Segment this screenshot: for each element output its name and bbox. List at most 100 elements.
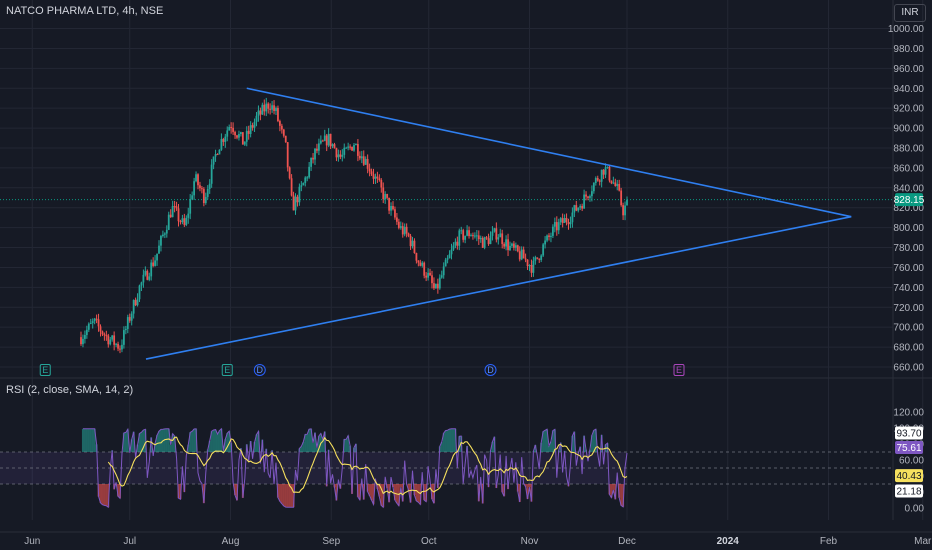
- candle-body: [210, 164, 213, 184]
- candle-body: [573, 205, 576, 213]
- candle-body: [585, 194, 587, 197]
- price-tick-label: 900.00: [893, 124, 924, 135]
- candle-body: [238, 134, 240, 138]
- candle-body: [302, 182, 305, 186]
- candle-body: [442, 266, 445, 276]
- candle-body: [446, 258, 449, 260]
- rsi-level-tag: 93.70: [896, 429, 921, 440]
- triangle-trendlines[interactable]: [145, 87, 852, 360]
- candle-body: [497, 237, 500, 240]
- rsi-tick-label: 0.00: [905, 504, 925, 515]
- rsi-ma-value-tag-bg: [895, 469, 923, 483]
- candle-body: [171, 206, 174, 218]
- candle-body: [540, 255, 543, 260]
- candle-body: [85, 329, 88, 336]
- candle-body: [462, 230, 465, 240]
- candle-body: [368, 168, 371, 172]
- candle-body: [552, 226, 554, 236]
- candle-body: [403, 226, 406, 235]
- candle-body: [503, 243, 506, 247]
- rsi-value-tag: 75.61: [896, 443, 921, 454]
- candle-body: [594, 178, 597, 184]
- price-tick-label: 760.00: [893, 263, 924, 274]
- candle-body: [144, 270, 147, 275]
- time-tick-label: Mar: [914, 536, 932, 547]
- candle-body: [126, 317, 129, 329]
- price-tick-label: 960.00: [893, 64, 924, 75]
- candle-body: [388, 197, 390, 211]
- candle-body: [314, 148, 316, 160]
- candle-body: [557, 222, 560, 231]
- candle-body: [458, 230, 461, 246]
- candle-body: [286, 142, 289, 168]
- earnings-marker: [221, 364, 233, 376]
- candle-body: [232, 127, 234, 132]
- rsi-level-tag-bg: [895, 426, 923, 440]
- candle-body: [347, 146, 350, 148]
- candle-body: [132, 300, 135, 314]
- rsi-level-tag: 21.18: [896, 487, 921, 498]
- candle-body: [382, 187, 385, 200]
- candle-body: [121, 344, 123, 350]
- candle-body: [376, 176, 379, 179]
- candle-body: [520, 249, 523, 260]
- candle-body: [474, 235, 476, 237]
- time-tick-label: Aug: [222, 536, 240, 547]
- last-price-tag-bg: [895, 193, 923, 207]
- rsi-panel: [0, 427, 893, 509]
- candle-body: [107, 335, 110, 345]
- time-tick-label: Oct: [421, 536, 437, 547]
- candle-body: [103, 334, 106, 336]
- candle-body: [80, 337, 82, 345]
- candle-body: [394, 209, 396, 218]
- dividend-marker-label: D: [257, 365, 264, 375]
- candle-body: [524, 258, 527, 260]
- candle-body: [518, 251, 521, 260]
- candle-body: [407, 233, 410, 236]
- candle-body: [331, 144, 334, 147]
- candle-body: [370, 171, 373, 175]
- rsi-line: [83, 427, 628, 509]
- candle-body: [581, 206, 584, 209]
- candle-body: [433, 283, 435, 289]
- price-tags: 828.15 93.70 21.18 75.61 40.43: [894, 193, 925, 498]
- candle-body: [247, 130, 250, 134]
- candle-body: [93, 318, 96, 322]
- candle-body: [538, 258, 541, 260]
- candle-body: [183, 218, 186, 225]
- candle-body: [534, 257, 537, 261]
- currency-button[interactable]: INR: [894, 4, 926, 22]
- candle-body: [380, 180, 383, 188]
- candle-body: [591, 191, 593, 197]
- candle-body: [99, 326, 102, 332]
- candle-body: [152, 262, 155, 266]
- candle-body: [91, 321, 94, 324]
- rsi-tick-label: 120.00: [893, 408, 924, 419]
- dividend-marker: [484, 364, 497, 376]
- candle-body: [351, 146, 353, 151]
- candle-body: [201, 188, 203, 190]
- last-price-tag: 828.15: [894, 195, 925, 206]
- candle-body: [280, 125, 283, 130]
- price-tick-label: 680.00: [893, 343, 924, 354]
- candle-body: [208, 183, 211, 190]
- candle-body: [360, 156, 363, 159]
- candle-body: [163, 233, 166, 235]
- candle-body: [507, 239, 509, 251]
- candle-body: [284, 135, 287, 143]
- candle-body: [415, 252, 418, 261]
- candle-body: [298, 186, 301, 203]
- candle-body: [485, 237, 488, 239]
- candle-body: [606, 166, 609, 168]
- candle-body: [148, 276, 151, 280]
- candle-body: [493, 228, 496, 232]
- candle-body: [614, 182, 617, 186]
- candle-body: [193, 181, 195, 196]
- candle-body: [319, 140, 322, 144]
- candle-body: [477, 235, 480, 240]
- candle-body: [544, 240, 546, 245]
- candle-body: [228, 127, 231, 131]
- candle-body: [275, 107, 277, 111]
- candle-body: [263, 104, 266, 112]
